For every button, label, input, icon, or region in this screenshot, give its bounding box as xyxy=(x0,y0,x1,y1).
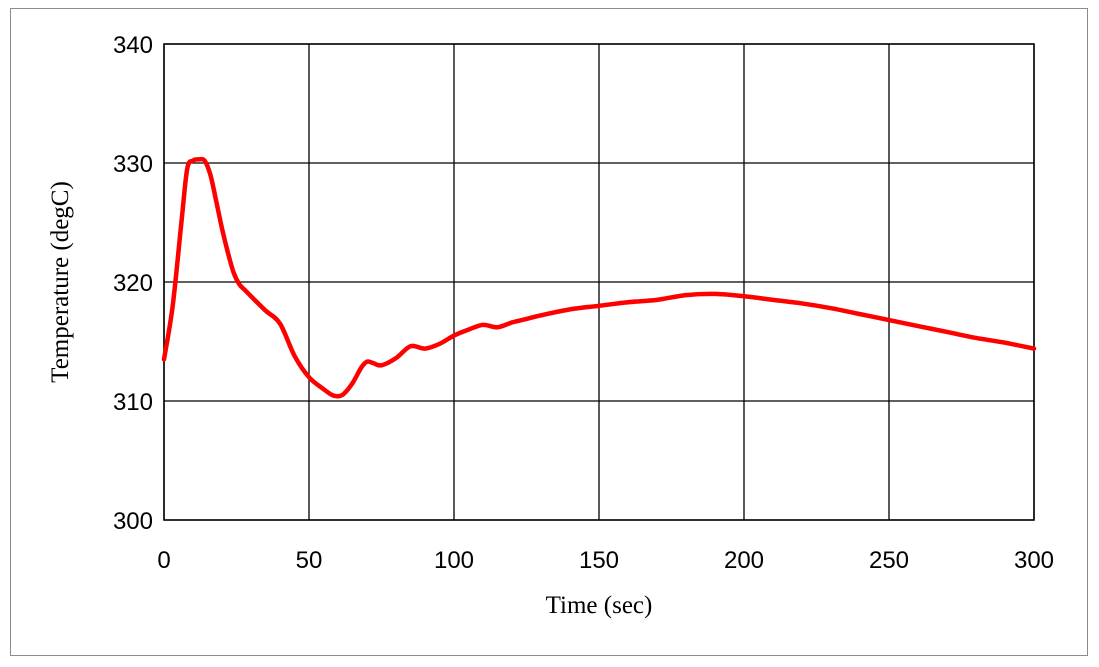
y-tick-label: 330 xyxy=(113,151,153,178)
x-tick-label: 0 xyxy=(157,547,170,574)
tick-labels: 0 50 100 150 200 250 300 300 310 320 330 340 xyxy=(113,32,1054,574)
x-tick-label: 300 xyxy=(1014,547,1054,574)
temperature-series-line xyxy=(161,156,1037,399)
series-layer xyxy=(161,156,1037,399)
grid-layer xyxy=(163,43,1035,521)
y-tick-label: 300 xyxy=(113,508,153,535)
x-tick-label: 50 xyxy=(296,547,323,574)
x-tick-label: 100 xyxy=(434,547,474,574)
chart-frame xyxy=(10,8,1088,656)
x-tick-label: 150 xyxy=(579,547,619,574)
y-tick-label: 340 xyxy=(113,32,153,59)
x-tick-label: 250 xyxy=(869,547,909,574)
plot-area-border xyxy=(163,43,1035,521)
y-axis-title: Temperature (degC) xyxy=(47,181,74,383)
x-axis-title: Time (sec) xyxy=(546,592,653,619)
y-tick-label: 310 xyxy=(113,389,153,416)
x-tick-label: 200 xyxy=(724,547,764,574)
y-tick-label: 320 xyxy=(113,270,153,297)
